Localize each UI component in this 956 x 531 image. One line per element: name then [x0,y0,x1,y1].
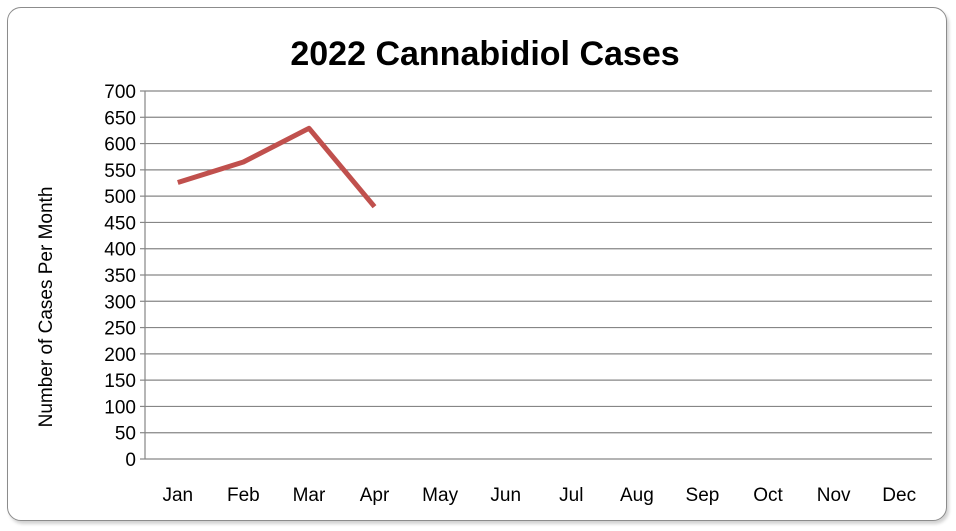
axes [144,91,932,460]
x-tick-label: Aug [620,485,654,506]
chart-frame [7,7,947,521]
y-tick-label: 0 [125,450,136,471]
series-layer [177,125,377,209]
y-tick-label: 650 [104,108,136,129]
y-tick-label: 300 [104,292,136,313]
x-tick-label: Dec [882,485,916,506]
series-line [177,125,377,209]
x-tick-labels: Jan Feb Mar Apr May Jun Jul Aug Sep Oct Nov Dec [162,485,916,506]
x-tick-label: Apr [360,485,390,506]
gridlines [140,90,932,460]
y-tick-label: 500 [104,187,136,208]
y-tick-label: 450 [104,213,136,234]
x-tick-label: Jan [162,485,193,506]
chart-title: 2022 Cannabidiol Cases [290,35,679,73]
x-tick-label: Jul [559,485,583,506]
y-tick-label: 350 [104,266,136,287]
x-tick-label: May [422,485,458,506]
y-tick-label: 550 [104,161,136,182]
y-tick-label: 700 [104,82,136,103]
y-tick-label: 250 [104,319,136,340]
y-tick-label: 600 [104,135,136,156]
x-tick-label: Oct [753,485,783,506]
y-axis-label: Number of Cases Per Month [36,187,57,428]
y-tick-label: 400 [104,240,136,261]
y-tick-label: 150 [104,371,136,392]
x-tick-label: Nov [817,485,851,506]
y-tick-label: 50 [115,424,136,445]
y-tick-label: 100 [104,397,136,418]
y-tick-labels: 0 50 100 150 200 250 300 350 400 450 500 550 600 650 7… [104,82,136,471]
x-tick-label: Jun [490,485,521,506]
x-tick-label: Sep [686,485,720,506]
y-tick-label: 200 [104,345,136,366]
x-tick-label: Mar [293,485,326,506]
x-tick-label: Feb [227,485,260,506]
